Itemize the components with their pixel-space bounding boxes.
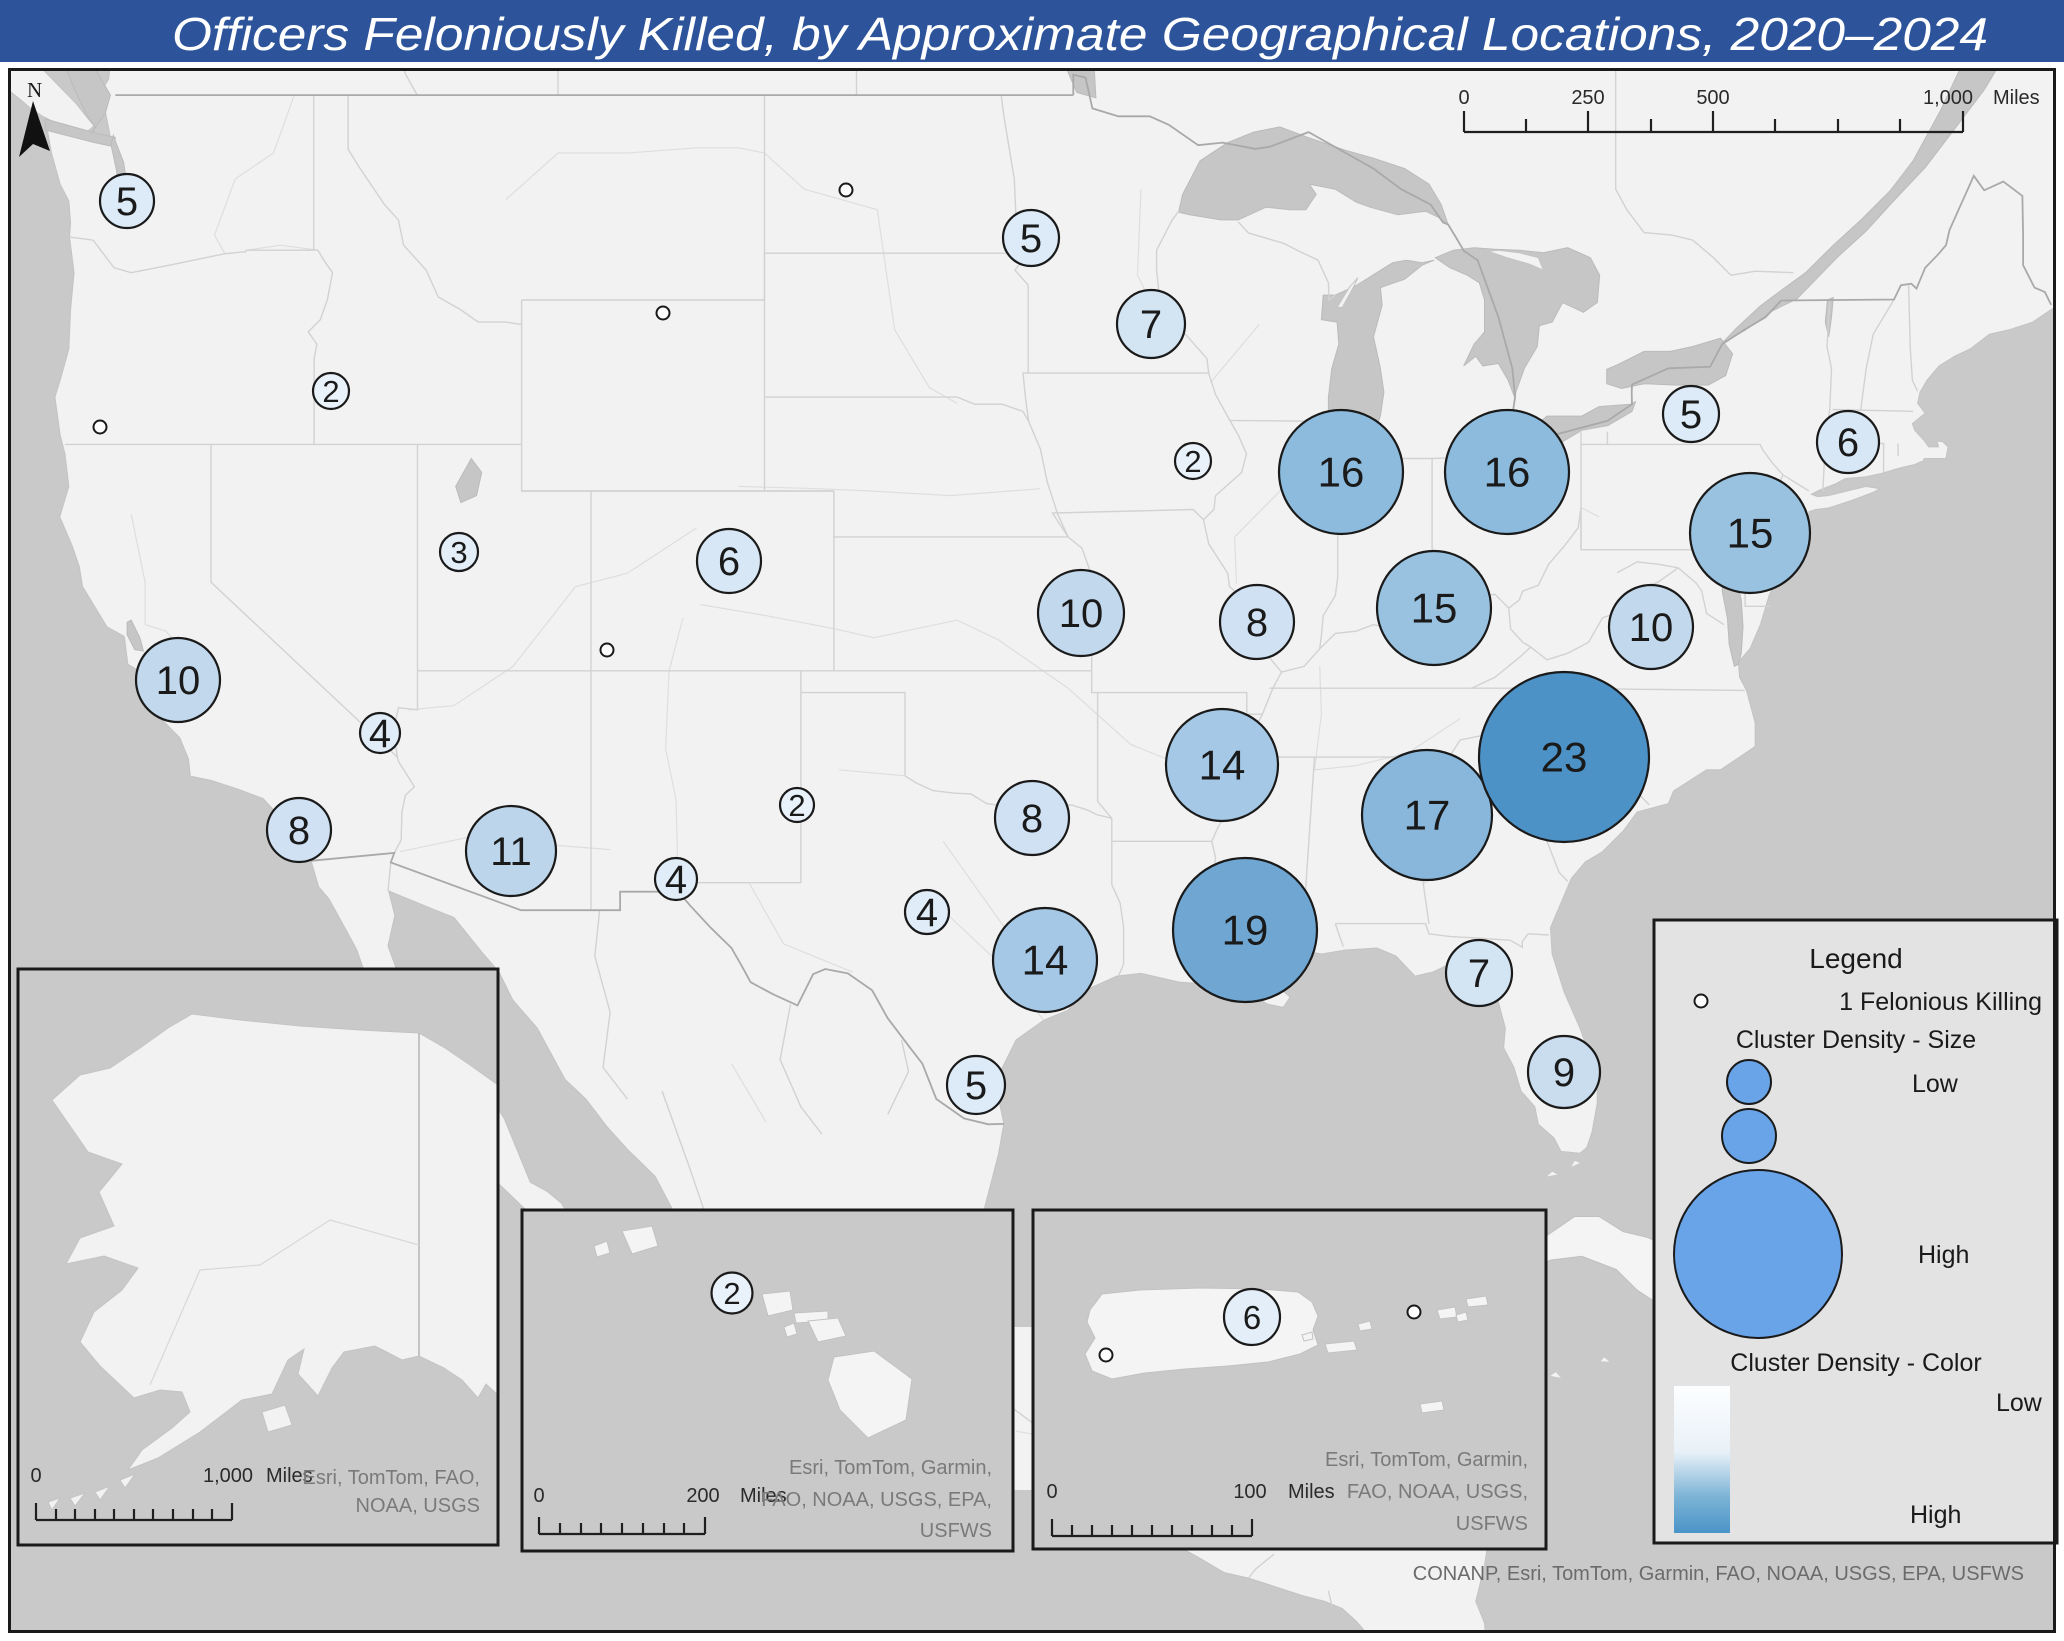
svg-text:2: 2 [723, 1276, 740, 1311]
svg-text:5: 5 [1680, 393, 1702, 437]
svg-text:6: 6 [1243, 1299, 1261, 1336]
svg-text:200: 200 [686, 1485, 719, 1507]
svg-text:4: 4 [369, 712, 391, 756]
svg-text:6: 6 [718, 540, 740, 584]
svg-text:3: 3 [450, 535, 467, 570]
svg-text:10: 10 [1059, 592, 1104, 636]
svg-text:Miles: Miles [266, 1465, 313, 1487]
svg-text:6: 6 [1837, 421, 1859, 465]
svg-text:NOAA, USGS: NOAA, USGS [356, 1495, 480, 1517]
svg-text:15: 15 [1411, 585, 1458, 632]
svg-text:16: 16 [1318, 449, 1365, 496]
svg-text:Esri, TomTom, FAO,: Esri, TomTom, FAO, [303, 1467, 480, 1489]
svg-text:1,000: 1,000 [1923, 87, 1973, 109]
svg-text:19: 19 [1222, 907, 1269, 954]
svg-text:2: 2 [788, 788, 805, 823]
svg-text:7: 7 [1468, 952, 1490, 996]
svg-text:14: 14 [1199, 742, 1246, 789]
svg-text:500: 500 [1696, 87, 1729, 109]
svg-text:4: 4 [916, 891, 938, 935]
svg-text:2: 2 [322, 374, 339, 409]
svg-text:15: 15 [1727, 510, 1774, 557]
svg-text:8: 8 [1246, 601, 1268, 645]
svg-text:1 Felonious Killing: 1 Felonious Killing [1839, 988, 2042, 1016]
svg-text:11: 11 [490, 830, 532, 874]
svg-text:0: 0 [533, 1485, 544, 1507]
svg-text:CONANP, Esri, TomTom, Garmin,: CONANP, Esri, TomTom, Garmin, FAO, NOAA,… [1413, 1563, 2024, 1585]
svg-text:Miles: Miles [740, 1485, 787, 1507]
svg-text:8: 8 [288, 809, 310, 853]
svg-text:9: 9 [1553, 1051, 1575, 1095]
svg-text:250: 250 [1571, 87, 1604, 109]
svg-text:0: 0 [30, 1465, 41, 1487]
svg-text:FAO, NOAA, USGS,: FAO, NOAA, USGS, [1347, 1481, 1528, 1503]
svg-text:USFWS: USFWS [920, 1520, 992, 1542]
svg-text:FAO, NOAA, USGS, EPA,: FAO, NOAA, USGS, EPA, [761, 1489, 992, 1511]
svg-text:8: 8 [1021, 797, 1043, 841]
svg-text:Miles: Miles [1288, 1481, 1335, 1503]
svg-text:4: 4 [665, 858, 687, 902]
svg-text:0: 0 [1046, 1481, 1057, 1503]
svg-text:Cluster Density - Size: Cluster Density - Size [1736, 1026, 1976, 1054]
svg-text:Officers Feloniously Killed, b: Officers Feloniously Killed, by Approxim… [172, 8, 1988, 60]
svg-text:10: 10 [1629, 606, 1674, 650]
svg-text:23: 23 [1541, 734, 1588, 781]
svg-text:14: 14 [1022, 937, 1069, 984]
svg-text:16: 16 [1484, 449, 1531, 496]
svg-text:Low: Low [1912, 1070, 1959, 1098]
svg-text:17: 17 [1404, 792, 1451, 839]
svg-text:0: 0 [1458, 87, 1469, 109]
svg-text:Miles: Miles [1993, 87, 2040, 109]
svg-text:1,000: 1,000 [203, 1465, 253, 1487]
svg-text:Esri, TomTom, Garmin,: Esri, TomTom, Garmin, [1325, 1449, 1528, 1471]
svg-text:High: High [1918, 1241, 1969, 1269]
svg-text:Cluster Density - Color: Cluster Density - Color [1730, 1349, 1981, 1377]
svg-text:5: 5 [116, 180, 138, 224]
svg-text:100: 100 [1233, 1481, 1266, 1503]
svg-text:Legend: Legend [1809, 943, 1902, 974]
svg-text:2: 2 [1184, 444, 1201, 479]
svg-text:USFWS: USFWS [1456, 1513, 1528, 1535]
svg-text:5: 5 [1020, 217, 1042, 261]
svg-text:Esri, TomTom, Garmin,: Esri, TomTom, Garmin, [789, 1457, 992, 1479]
svg-text:5: 5 [965, 1064, 987, 1108]
svg-text:10: 10 [156, 659, 201, 703]
svg-text:Low: Low [1996, 1389, 2043, 1417]
svg-text:N: N [27, 78, 42, 102]
svg-text:7: 7 [1140, 303, 1162, 347]
svg-text:High: High [1910, 1501, 1961, 1529]
